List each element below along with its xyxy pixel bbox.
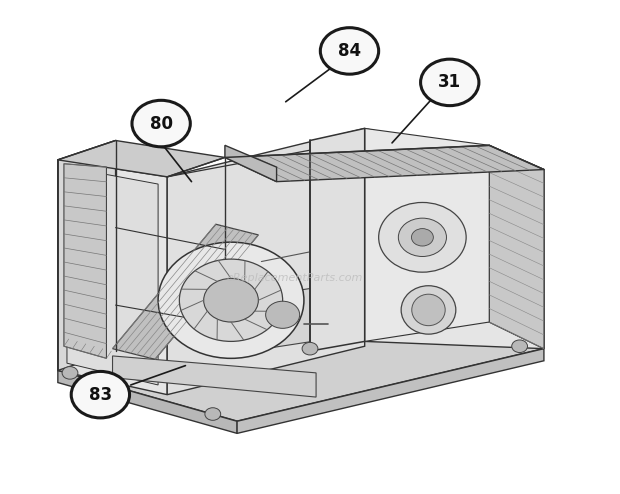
- Polygon shape: [58, 370, 237, 433]
- Circle shape: [71, 371, 130, 418]
- Polygon shape: [58, 140, 225, 177]
- Circle shape: [158, 242, 304, 358]
- Polygon shape: [58, 160, 167, 395]
- Polygon shape: [64, 164, 107, 358]
- Polygon shape: [489, 145, 544, 349]
- Circle shape: [379, 203, 466, 272]
- Circle shape: [179, 259, 283, 341]
- Polygon shape: [225, 145, 277, 182]
- Text: eReplacementParts.com: eReplacementParts.com: [227, 274, 363, 284]
- Circle shape: [132, 100, 190, 147]
- Circle shape: [512, 340, 528, 353]
- Ellipse shape: [412, 294, 445, 326]
- Circle shape: [302, 342, 318, 355]
- Polygon shape: [112, 224, 259, 359]
- Polygon shape: [489, 145, 544, 349]
- Polygon shape: [58, 298, 544, 421]
- Polygon shape: [310, 128, 365, 351]
- Circle shape: [265, 301, 299, 329]
- Polygon shape: [58, 140, 115, 370]
- Circle shape: [203, 279, 259, 322]
- Circle shape: [321, 28, 379, 74]
- Text: 83: 83: [89, 386, 112, 404]
- Text: 84: 84: [338, 42, 361, 60]
- Polygon shape: [365, 128, 489, 341]
- Polygon shape: [225, 145, 544, 182]
- Polygon shape: [249, 286, 328, 351]
- Polygon shape: [112, 356, 316, 397]
- Circle shape: [398, 218, 446, 256]
- Polygon shape: [365, 128, 544, 349]
- Polygon shape: [237, 349, 544, 433]
- Text: 80: 80: [149, 115, 172, 132]
- Text: 31: 31: [438, 74, 461, 91]
- Polygon shape: [67, 167, 158, 385]
- Circle shape: [420, 59, 479, 106]
- Ellipse shape: [401, 286, 456, 334]
- Circle shape: [412, 229, 433, 246]
- Polygon shape: [167, 128, 365, 395]
- Circle shape: [62, 367, 78, 379]
- Circle shape: [205, 408, 221, 420]
